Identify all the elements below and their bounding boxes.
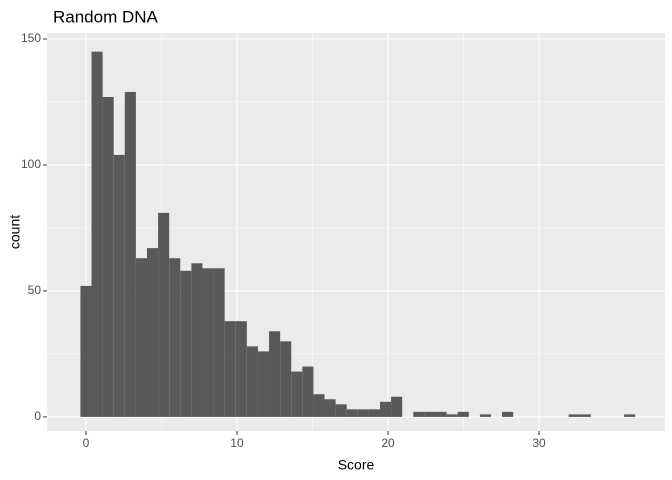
- bar: [191, 263, 203, 417]
- x-tick-label: 0: [83, 436, 90, 450]
- bar: [446, 414, 458, 417]
- bar: [457, 411, 469, 417]
- bar: [246, 346, 258, 417]
- x-tick-label: 10: [230, 436, 244, 450]
- bar: [213, 268, 225, 417]
- bar: [368, 409, 380, 417]
- bar: [146, 248, 159, 417]
- bar: [624, 414, 636, 417]
- bar: [291, 371, 303, 417]
- bar: [313, 394, 325, 417]
- bar: [324, 399, 336, 417]
- bar: [413, 411, 425, 417]
- x-tick-label: 20: [381, 436, 395, 450]
- bar: [113, 154, 125, 417]
- y-tick-label: 150: [21, 31, 41, 45]
- bar: [102, 96, 114, 417]
- bar: [202, 268, 214, 417]
- bar: [502, 411, 514, 417]
- bar: [135, 258, 147, 417]
- bar: [568, 414, 580, 417]
- y-axis-label: count: [7, 215, 23, 249]
- bar: [435, 411, 447, 417]
- bar: [302, 366, 314, 417]
- bar: [379, 401, 392, 417]
- y-tick-label: 100: [21, 157, 41, 171]
- bar: [335, 404, 347, 417]
- x-axis-label: Score: [338, 457, 375, 473]
- bar: [579, 414, 591, 417]
- bar: [158, 212, 170, 417]
- bar: [479, 414, 491, 417]
- y-tick-label: 0: [34, 409, 41, 423]
- bar: [346, 409, 358, 417]
- bar: [180, 270, 192, 417]
- bar: [124, 91, 136, 417]
- bar: [280, 341, 292, 417]
- bar: [169, 258, 181, 417]
- bar: [257, 351, 270, 417]
- y-tick-label: 50: [28, 283, 42, 297]
- bar: [91, 51, 103, 417]
- bar: [80, 285, 92, 417]
- bar: [391, 396, 403, 417]
- x-tick-label: 30: [532, 436, 546, 450]
- bar: [424, 411, 436, 417]
- chart-title: Random DNA: [53, 7, 159, 26]
- bar: [357, 409, 369, 417]
- bar: [269, 331, 281, 417]
- bar: [224, 321, 236, 417]
- bar: [235, 321, 247, 417]
